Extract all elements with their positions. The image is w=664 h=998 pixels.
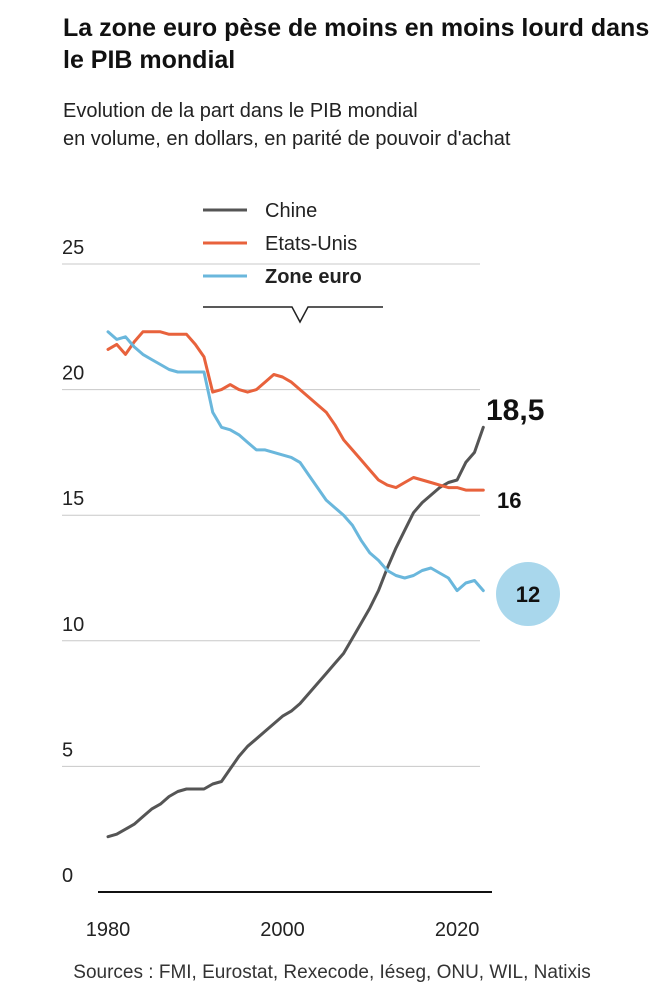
subtitle-line-2: en volume, en dollars, en parité de pouv…: [63, 128, 511, 150]
series-line-chine: [106, 425, 485, 839]
legend-label: Chine: [265, 200, 317, 222]
x-tick-label: 1980: [86, 919, 131, 941]
grid-lines: [62, 263, 480, 767]
series-lines: [106, 330, 485, 839]
y-tick-label: 5: [62, 739, 73, 761]
y-tick-label: 0: [62, 865, 73, 887]
end-label-badge-zone-euro: [496, 562, 560, 626]
end-label-chine: 18,5: [486, 394, 544, 427]
legend-label: Zone euro: [265, 266, 362, 288]
x-axis: 1980 2000 2020: [86, 891, 492, 941]
legend: Chine Etats-Unis Zone euro: [203, 200, 383, 324]
end-label-zone-euro: 12: [516, 582, 540, 607]
source-note: Sources : FMI, Eurostat, Rexecode, Iéseg…: [73, 962, 591, 983]
legend-bracket: [203, 306, 383, 324]
end-labels: 18,5 16 12: [486, 394, 560, 626]
chart-subtitle: Evolution de la part dans le PIB mondial…: [63, 97, 653, 153]
subtitle-line-1: Evolution de la part dans le PIB mondial: [63, 100, 418, 122]
y-tick-label: 20: [62, 363, 84, 385]
y-tick-label: 10: [62, 614, 84, 636]
x-tick-label: 2000: [260, 919, 305, 941]
legend-label: Etats-Unis: [265, 233, 357, 255]
series-line-etats-unis: [106, 330, 485, 492]
y-tick-label: 25: [62, 237, 84, 259]
series-line-zone-euro: [106, 330, 485, 593]
end-label-etats-unis: 16: [497, 488, 521, 513]
chart-title: La zone euro pèse de moins en moins lour…: [63, 14, 650, 74]
x-tick-label: 2020: [435, 919, 480, 941]
y-axis-ticks: 0 5 10 15 20 25: [62, 237, 84, 887]
y-tick-label: 15: [62, 488, 84, 510]
